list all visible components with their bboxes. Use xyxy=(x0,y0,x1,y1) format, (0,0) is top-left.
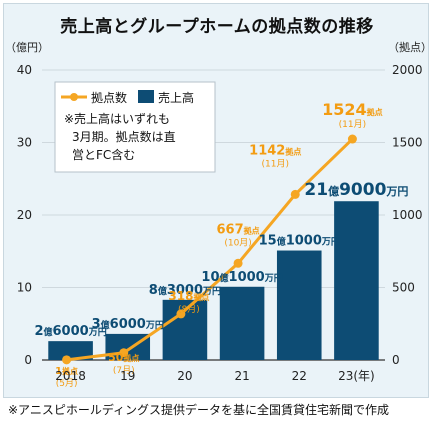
y-right-unit: （拠点） xyxy=(388,41,432,54)
count-polyline xyxy=(66,137,354,362)
axis-ticks: 0 10 20 30 40 0 500 1000 1500 2000 2018 19 20 21 22 23(… xyxy=(17,63,423,383)
count-marker xyxy=(119,348,129,358)
y-left-tick: 20 xyxy=(17,208,32,222)
y-right-tick: 0 xyxy=(392,353,400,367)
count-month: (5月) xyxy=(56,378,78,389)
count-marker xyxy=(290,189,300,199)
y-left-tick: 40 xyxy=(17,63,32,77)
x-tick: 21 xyxy=(234,369,249,383)
count-marker xyxy=(62,355,72,365)
revenue-label: 8億3000万円 xyxy=(149,283,221,298)
y-right-tick: 500 xyxy=(392,281,415,295)
legend: 拠点数 売上高 ※売上高はいずれも 3月期。拠点数は直 営とFC含む xyxy=(54,81,216,173)
count-label: 667拠点 xyxy=(217,222,260,237)
legend-note-line-2: 3月期。拠点数は直 xyxy=(72,129,176,144)
revenue-bar xyxy=(219,286,265,360)
revenue-label: 2億6000万円 xyxy=(34,324,106,339)
y-left-tick: 0 xyxy=(24,353,32,367)
count-label: 1拠点 xyxy=(55,366,78,377)
revenue-label: 10億1000万円 xyxy=(201,270,282,285)
x-tick: 19 xyxy=(120,369,135,383)
count-month: (8月) xyxy=(178,304,200,315)
count-marker xyxy=(176,309,186,319)
chart-title: 売上高とグループホームの拠点数の推移 xyxy=(60,17,374,37)
revenue-label: 3億6000万円 xyxy=(92,317,164,332)
count-label: 1142拠点 xyxy=(249,143,301,158)
count-month: (11月) xyxy=(262,158,289,169)
y-right-tick: 1500 xyxy=(392,136,423,150)
x-tick: 2018 xyxy=(55,369,86,383)
count-month: (7月) xyxy=(113,365,135,376)
legend-line-label: 拠点数 xyxy=(91,90,127,105)
x-tick: 20 xyxy=(177,369,192,383)
count-month: (10月) xyxy=(224,237,251,248)
y-right-tick: 1000 xyxy=(392,208,423,222)
revenue-bar xyxy=(48,341,93,360)
y-left-tick: 30 xyxy=(17,136,32,150)
y-left-tick: 10 xyxy=(17,281,32,295)
revenue-label: 15億1000万円 xyxy=(259,234,340,249)
legend-bar-swatch xyxy=(138,90,154,103)
bars xyxy=(48,201,379,360)
count-label: 318拠点 xyxy=(168,289,209,303)
legend-bar-label: 売上高 xyxy=(158,90,194,105)
legend-note-line-3: 営とFC含む xyxy=(72,147,135,162)
source-note: ※アニスピホールディングス提供データを基に全国賃貸住宅新聞で作成 xyxy=(8,403,389,417)
revenue-bar xyxy=(334,201,379,360)
legend-note-line-1: ※売上高はいずれも xyxy=(64,111,170,126)
x-tick: 22 xyxy=(292,369,307,383)
count-month: (11月) xyxy=(339,119,366,130)
y-right-tick: 2000 xyxy=(392,63,423,77)
count-marker xyxy=(233,258,243,268)
count-label: 50拠点 xyxy=(108,351,139,364)
x-tick: 23(年) xyxy=(338,369,375,383)
legend-line-marker xyxy=(70,93,78,101)
y-left-unit: （億円） xyxy=(5,41,49,54)
revenue-bar xyxy=(276,250,322,360)
revenue-label: 21億9000万円 xyxy=(304,180,408,200)
count-marker xyxy=(347,134,357,144)
count-label: 1524拠点 xyxy=(322,100,383,119)
count-line xyxy=(62,134,357,365)
